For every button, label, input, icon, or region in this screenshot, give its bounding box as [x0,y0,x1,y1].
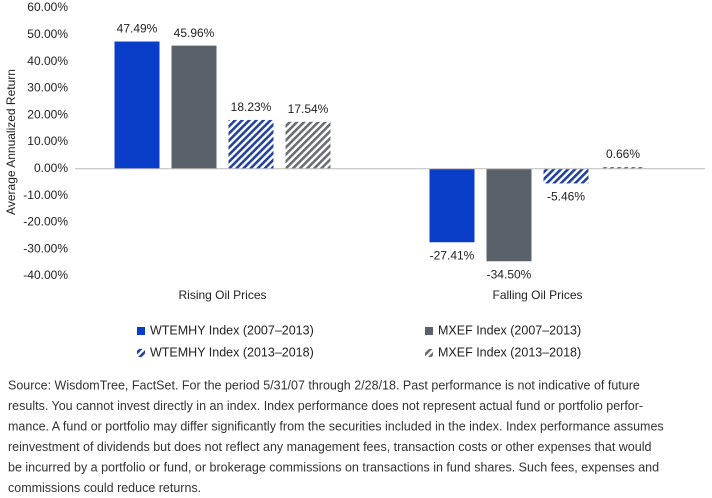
bar [429,168,475,243]
bar [171,45,217,169]
source-note: results. You cannot invest directly in a… [8,399,643,413]
source-note: reinvestment of dividends but does not r… [8,440,651,454]
bar [114,41,160,169]
y-tick-label: -30.00% [23,241,68,255]
legend-label: MXEF Index (2007–2013) [438,323,581,337]
legend-label: WTEMHY Index (2013–2018) [150,345,314,359]
source-note: Source: WisdomTree, FactSet. For the per… [8,378,640,392]
y-tick-label: -20.00% [23,215,68,229]
legend-swatch [425,349,433,357]
bar [600,167,646,169]
source-note: mance. A fund or portfolio may differ si… [8,419,664,433]
bar [486,168,532,262]
bar [543,168,589,184]
value-label: -27.41% [430,248,475,262]
source-note: commissions could reduce returns. [8,481,201,495]
y-axis-label: Average Annualized Return [4,69,18,215]
legend-label: WTEMHY Index (2007–2013) [150,323,314,337]
legend-swatch [425,327,433,335]
value-label: 45.96% [174,26,215,40]
bar [228,119,274,169]
y-tick-label: 60.00% [27,0,68,14]
y-tick-label: -10.00% [23,188,68,202]
legend-swatch [137,327,145,335]
value-label: 18.23% [231,100,272,114]
y-tick-label: 0.00% [34,161,68,175]
y-tick-label: 50.00% [27,27,68,41]
y-tick-label: -40.00% [23,268,68,282]
bar [285,121,331,169]
value-label: 47.49% [117,22,158,36]
value-label: -5.46% [547,190,585,204]
x-tick-label: Falling Oil Prices [492,288,582,302]
y-tick-label: 40.00% [27,54,68,68]
value-label: -34.50% [487,267,532,281]
source-note: be incurred by a portfolio or fund, or b… [8,460,659,474]
legend-swatch [137,349,145,357]
value-label: 17.54% [288,102,329,116]
y-tick-label: 20.00% [27,107,68,121]
x-tick-label: Rising Oil Prices [178,288,266,302]
y-tick-label: 10.00% [27,134,68,148]
y-tick-label: 30.00% [27,81,68,95]
value-label: 0.66% [606,147,640,161]
legend-label: MXEF Index (2013–2018) [438,345,581,359]
